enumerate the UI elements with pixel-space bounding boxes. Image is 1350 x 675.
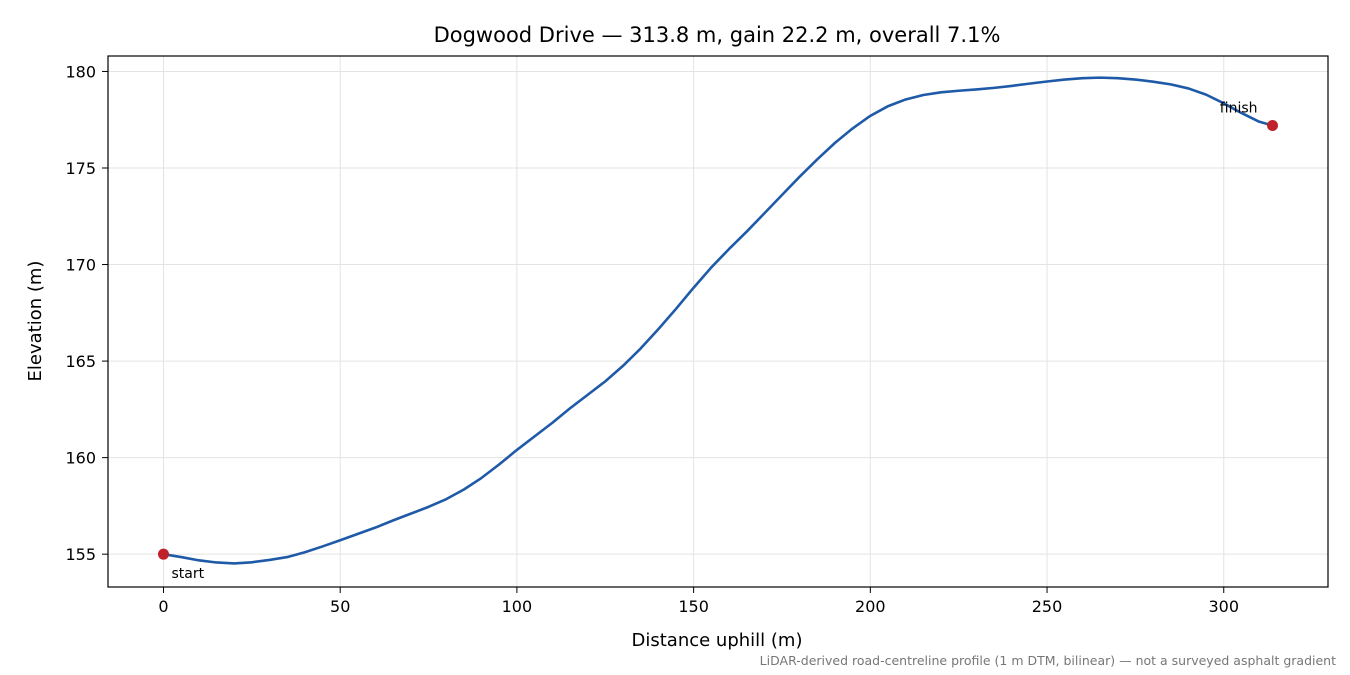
x-tick-label: 0 xyxy=(158,597,168,616)
x-tick-label: 100 xyxy=(502,597,533,616)
x-tick-label: 250 xyxy=(1032,597,1063,616)
y-tick-label: 180 xyxy=(65,62,96,81)
start-marker xyxy=(157,548,169,560)
x-axis-label: Distance uphill (m) xyxy=(632,630,803,651)
start-label: start xyxy=(171,566,204,582)
x-tick-label: 50 xyxy=(330,597,350,616)
plot-frame xyxy=(107,55,1329,588)
annotations-layer: start finish xyxy=(171,101,1257,583)
y-tick-label: 160 xyxy=(65,449,96,468)
gridlines xyxy=(108,56,1328,587)
y-axis: 155 160 165 170 175 180 xyxy=(65,62,108,564)
y-tick-label: 155 xyxy=(65,545,96,564)
y-axis-label: Elevation (m) xyxy=(25,261,46,382)
markers-layer xyxy=(157,120,1279,560)
x-tick-label: 200 xyxy=(855,597,886,616)
x-axis: 0 50 100 150 200 250 300 xyxy=(158,587,1239,616)
y-tick-label: 170 xyxy=(65,256,96,275)
y-tick-label: 175 xyxy=(65,159,96,178)
footnote: LiDAR-derived road-centreline profile (1… xyxy=(760,653,1336,668)
chart-title: Dogwood Drive — 313.8 m, gain 22.2 m, ov… xyxy=(434,23,1001,47)
x-tick-label: 150 xyxy=(678,597,709,616)
elevation-line xyxy=(162,76,1274,565)
y-tick-label: 165 xyxy=(65,352,96,371)
finish-marker xyxy=(1267,120,1279,132)
x-tick-label: 300 xyxy=(1208,597,1239,616)
plot-line-layer xyxy=(162,76,1274,565)
finish-label: finish xyxy=(1220,101,1258,117)
